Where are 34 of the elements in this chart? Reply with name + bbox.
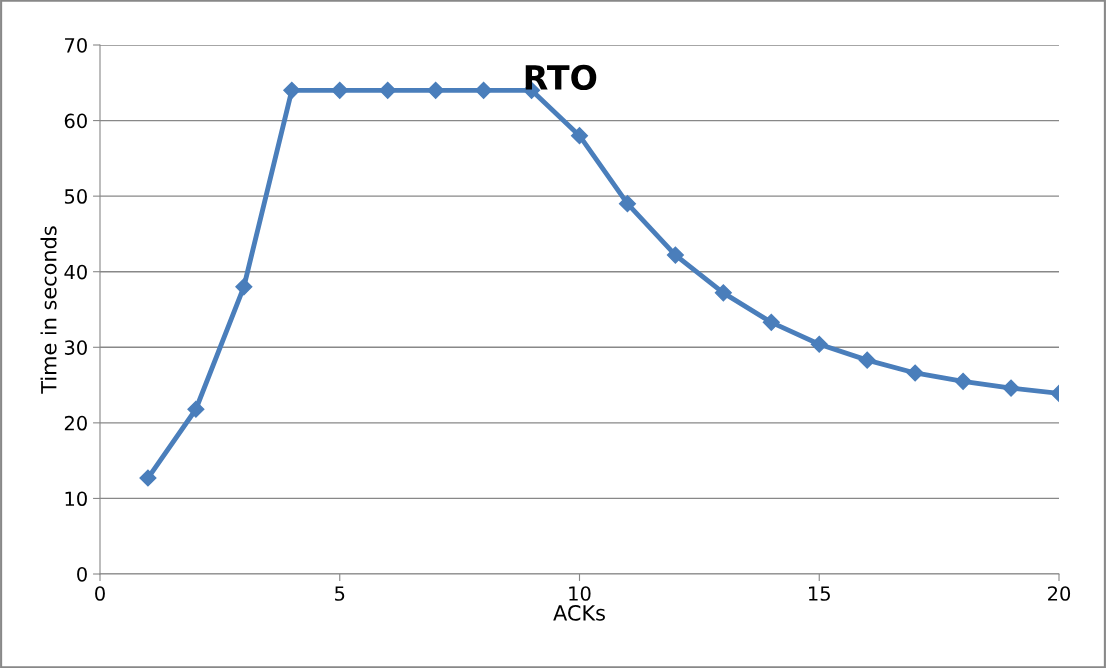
y-tick-label: 0 — [77, 566, 87, 582]
point — [187, 400, 205, 418]
x-tick-label: 20 — [1048, 586, 1071, 601]
y-tick-label: 40 — [64, 264, 87, 280]
point — [475, 81, 493, 99]
point — [283, 81, 301, 99]
x-tick-label: 0 — [95, 586, 105, 601]
point — [618, 195, 637, 213]
x-tick-label: 5 — [335, 586, 345, 601]
point — [379, 81, 397, 99]
point — [235, 278, 253, 296]
point — [570, 127, 589, 145]
x-tick-label: 15 — [809, 586, 830, 601]
x-axis-title: ACKs — [553, 604, 605, 621]
point — [714, 284, 732, 302]
point — [906, 364, 924, 382]
point — [331, 81, 349, 99]
point — [954, 372, 972, 390]
chart-title: RTO — [525, 64, 597, 91]
point — [666, 246, 684, 264]
y-tick-label: 10 — [65, 491, 87, 507]
x-tick-label: 10 — [569, 586, 591, 601]
y-tick-label: 20 — [64, 415, 87, 431]
y-tick-label: 60 — [64, 113, 87, 129]
point — [139, 469, 157, 487]
y-tick-label: 70 — [65, 37, 87, 53]
y-tick-label: 30 — [64, 340, 87, 355]
y-axis-title: Time in seconds — [40, 226, 57, 394]
point — [810, 335, 828, 353]
y-tick-label: 50 — [64, 189, 87, 204]
point — [858, 351, 876, 369]
point — [1002, 379, 1020, 397]
point — [427, 81, 445, 99]
point — [762, 313, 780, 331]
